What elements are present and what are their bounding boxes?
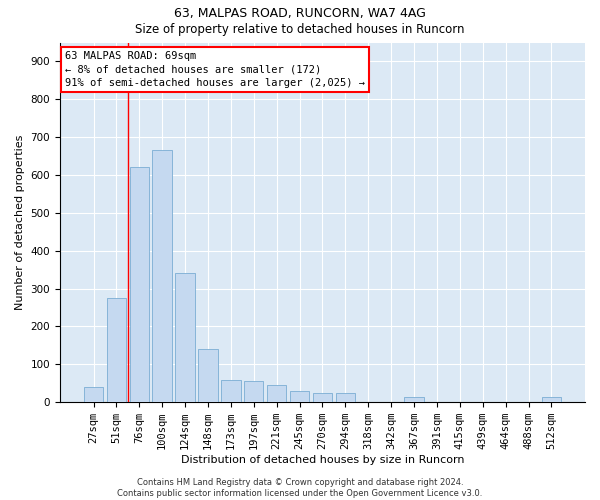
Text: Size of property relative to detached houses in Runcorn: Size of property relative to detached ho… <box>135 22 465 36</box>
Bar <box>267 385 286 402</box>
Text: Contains HM Land Registry data © Crown copyright and database right 2024.
Contai: Contains HM Land Registry data © Crown c… <box>118 478 482 498</box>
Bar <box>404 396 424 402</box>
Bar <box>130 168 149 402</box>
Bar <box>175 274 195 402</box>
Bar <box>313 393 332 402</box>
Bar <box>221 380 241 402</box>
Bar <box>542 396 561 402</box>
Text: 63 MALPAS ROAD: 69sqm
← 8% of detached houses are smaller (172)
91% of semi-deta: 63 MALPAS ROAD: 69sqm ← 8% of detached h… <box>65 52 365 88</box>
Bar <box>335 393 355 402</box>
Bar <box>152 150 172 402</box>
Y-axis label: Number of detached properties: Number of detached properties <box>15 134 25 310</box>
Bar <box>290 391 309 402</box>
Bar <box>244 382 263 402</box>
Bar <box>84 387 103 402</box>
Bar <box>107 298 126 402</box>
Bar <box>198 349 218 402</box>
X-axis label: Distribution of detached houses by size in Runcorn: Distribution of detached houses by size … <box>181 455 464 465</box>
Text: 63, MALPAS ROAD, RUNCORN, WA7 4AG: 63, MALPAS ROAD, RUNCORN, WA7 4AG <box>174 8 426 20</box>
